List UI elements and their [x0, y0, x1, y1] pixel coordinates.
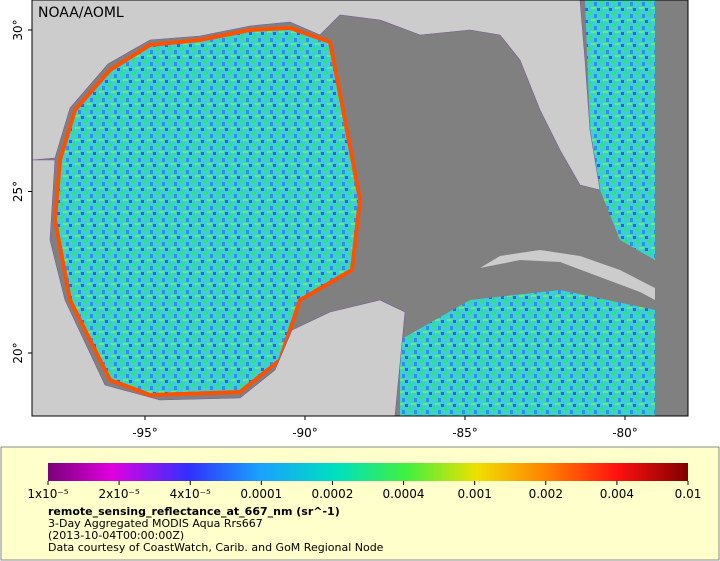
lon-tick-label: -90°: [292, 426, 318, 440]
colorbar-tick-label: 0.002: [529, 487, 563, 501]
colorbar-tick-label: 0.0001: [240, 487, 282, 501]
axes: 30° 25° 20° -95° -90° -85° -80°: [11, 19, 638, 440]
no-data-east: [655, 0, 688, 416]
map: NOAA/AOML: [31, 0, 689, 417]
lon-tick-label: -95°: [132, 426, 158, 440]
colorbar-ticks: 1x10⁻⁵ 2x10⁻⁵ 4x10⁻⁵ 0.0001 0.0002 0.0004 0.00…: [27, 481, 701, 501]
land-north: [31, 0, 601, 191]
colorbar-tick-label: 0.004: [600, 487, 634, 501]
colorbar-tick-label: 4x10⁻⁵: [170, 487, 211, 501]
credit: NOAA/AOML: [38, 5, 124, 21]
colorbar: [48, 463, 688, 481]
colorbar-tick-label: 1x10⁻⁵: [27, 487, 68, 501]
colorbar-tick-label: 0.0002: [311, 487, 353, 501]
atlantic-data: [585, 0, 655, 260]
colorbar-tick-label: 0.01: [675, 487, 702, 501]
lat-tick-label: 30°: [11, 19, 25, 40]
colorbar-tick-label: 0.001: [457, 487, 491, 501]
legend-line: Data courtesy of CoastWatch, Carib. and …: [48, 541, 384, 554]
lon-tick-label: -80°: [612, 426, 638, 440]
lat-tick-label: 20°: [11, 342, 25, 363]
land-mexico: [31, 159, 406, 417]
lat-tick-label: 25°: [11, 181, 25, 202]
legend-variable: remote_sensing_reflectance_at_667_nm (sr…: [48, 505, 340, 518]
caribbean-data: [400, 290, 655, 416]
legend-line: (2013-10-04T00:00:00Z): [48, 529, 184, 542]
colorbar-tick-label: 2x10⁻⁵: [99, 487, 140, 501]
colorbar-tick-label: 0.0004: [383, 487, 425, 501]
ocean-data: [52, 25, 363, 398]
lon-tick-label: -85°: [452, 426, 478, 440]
legend-line: 3-Day Aggregated MODIS Aqua Rrs667: [48, 517, 263, 530]
land-cuba: [480, 250, 655, 300]
map-frame: [31, 0, 689, 417]
